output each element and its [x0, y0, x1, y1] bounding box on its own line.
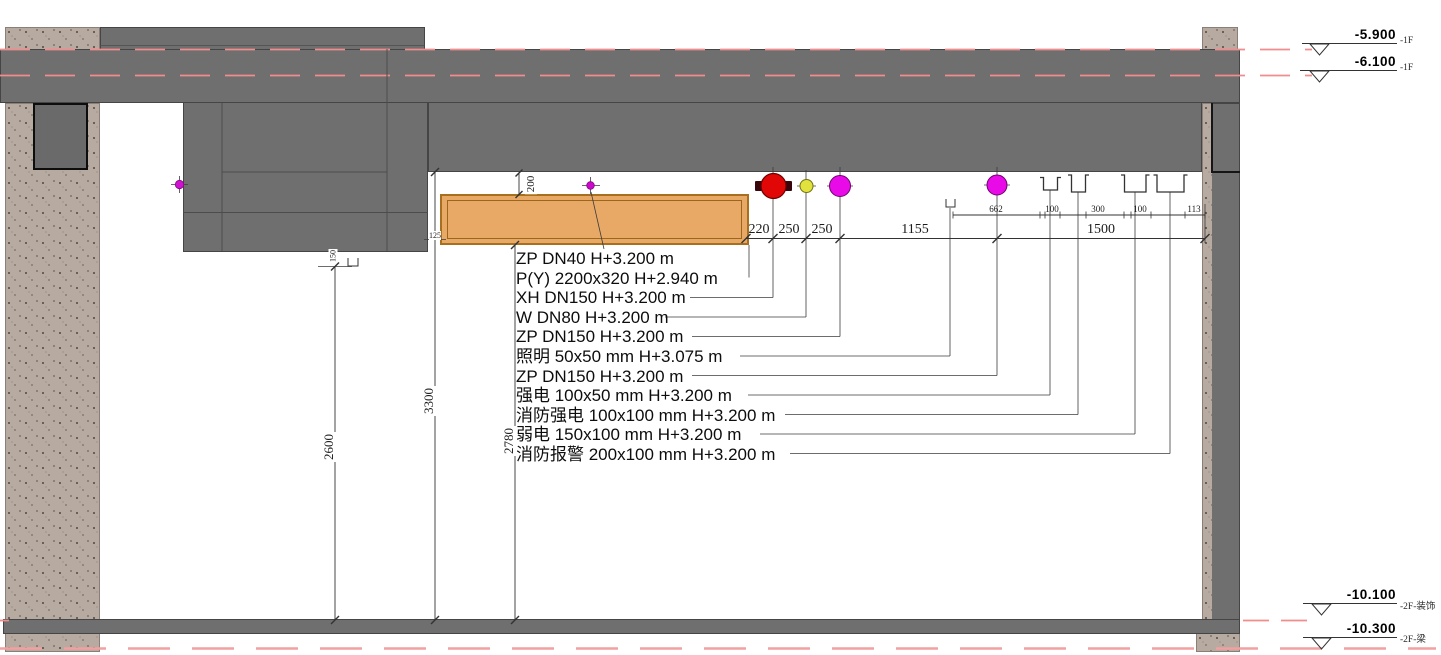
dim-label-vertical: 200: [525, 173, 537, 195]
dim-label-vertical: 150: [328, 249, 338, 263]
zp-dn150-symbol-2: [986, 174, 1008, 196]
w-dn80-symbol: [799, 179, 814, 193]
floor-slab: [3, 619, 1240, 634]
dim-label: 250: [811, 222, 833, 237]
dim-label-small: 100: [1045, 204, 1059, 214]
annotation-row: XH DN150 H+3.200 m: [516, 288, 686, 308]
left-column-inset: [33, 103, 88, 170]
zp-dn40-symbol: [586, 181, 595, 190]
lighting-conduit-symbol: [945, 199, 956, 208]
right-column-cap-concrete: [1202, 27, 1238, 50]
annotation-row: 消防强电 100x100 mm H+3.200 m: [516, 405, 776, 425]
dim-label-small: 662: [989, 204, 1003, 214]
cable-tray-symbols: [347, 174, 1188, 267]
pipe-symbols: [174, 172, 1008, 200]
annotation-row: ZP DN40 H+3.200 m: [516, 249, 674, 268]
level-markers: [1300, 43, 1397, 650]
dim-label-small: 300: [1091, 204, 1105, 214]
level-value: -6.100: [1354, 54, 1396, 69]
level-tag: -2F-装饰: [1400, 602, 1436, 612]
level-value: -5.900: [1354, 27, 1396, 42]
dim-label-small: 113: [1187, 204, 1201, 214]
py-duct-2200x320: [440, 194, 749, 245]
xh-dn150-symbol: [755, 172, 792, 200]
structure-detail-lines: [100, 45, 1240, 251]
level-dashed-lines: [0, 48, 1436, 650]
dim-label-small: 125: [429, 231, 441, 240]
annotation-list: ZP DN40 H+3.200 m P(Y) 2200x320 H+2.940 …: [516, 249, 775, 465]
annotation-row: ZP DN150 H+3.200 m: [516, 366, 684, 386]
ceiling-slab-right: [428, 103, 1202, 172]
annotation-row: 照明 50x50 mm H+3.075 m: [516, 346, 723, 366]
dim-label: 220: [748, 222, 770, 237]
annotation-row: W DN80 H+3.200 m: [516, 307, 669, 327]
elv-tray-symbol: [1121, 174, 1150, 193]
py-duct-inner-outline: [447, 200, 742, 239]
level-tag: -1F: [1400, 63, 1414, 73]
pipe-symbol-left: [174, 179, 185, 190]
annotation-row: 消防报警 200x100 mm H+3.200 m: [516, 444, 776, 464]
dim-label-vertical: 2780: [501, 426, 517, 456]
power-tray-symbol: [1040, 176, 1061, 191]
dim-label: 250: [778, 222, 800, 237]
dim-label: 1155: [901, 222, 929, 237]
fire-power-tray-symbol: [1068, 174, 1089, 193]
zp-dn150-symbol: [829, 175, 851, 197]
level-value: -10.100: [1346, 587, 1396, 602]
wall-conduit-symbol: [347, 258, 359, 267]
annotation-row: 弱电 150x100 mm H+3.200 m: [516, 425, 742, 445]
dim-label-vertical: 2600: [321, 432, 337, 462]
dim-label-small: 100: [1133, 204, 1147, 214]
annotation-row: ZP DN150 H+3.200 m: [516, 327, 684, 347]
annotation-row: 强电 100x50 mm H+3.200 m: [516, 386, 732, 406]
level-tag: -2F-梁: [1400, 635, 1426, 645]
dim-label: 1500: [1087, 222, 1115, 237]
left-column: [5, 103, 100, 652]
right-column: [1212, 103, 1240, 638]
annotation-row: P(Y) 2200x320 H+2.940 m: [516, 268, 718, 288]
level-value: -10.300: [1346, 621, 1396, 636]
level-tag: -1F: [1400, 36, 1414, 46]
dim-label-vertical: 3300: [421, 386, 437, 416]
fire-alarm-tray-symbol: [1153, 174, 1188, 193]
